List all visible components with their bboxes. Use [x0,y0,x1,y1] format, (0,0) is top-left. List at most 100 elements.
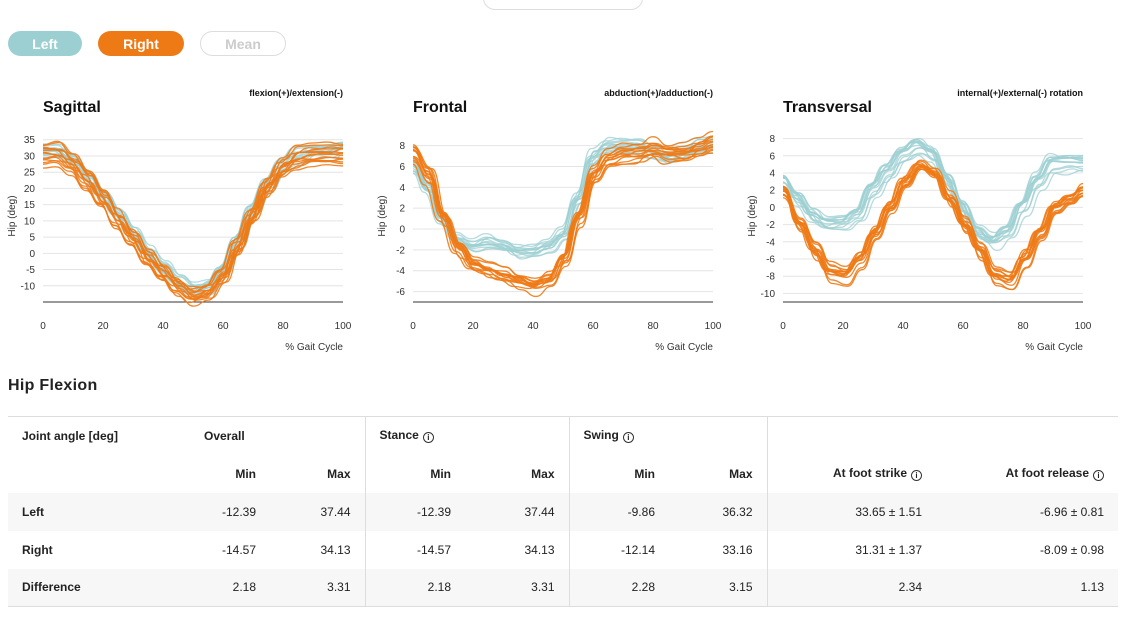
info-icon[interactable]: i [422,432,434,444]
series-line [42,147,344,290]
x-axis-label: % Gait Cycle [285,342,343,353]
series-line [412,152,714,290]
x-axis-label: % Gait Cycle [655,342,713,353]
y-tick-label: -2 [766,220,775,231]
max-header: Max [270,454,366,493]
y-tick-label: -2 [396,245,405,256]
series-line [782,164,1084,286]
series-line [782,153,1084,244]
chart-subtitle: flexion(+)/extension(-) [249,88,343,98]
table-subheader-row: Min Max Min Max Min Max At foot strike i … [8,454,1118,493]
series-line [412,136,714,288]
y-tick-label: 20 [24,184,36,195]
foot-release-header: At foot release i [936,455,1118,493]
cell: 34.13 [465,530,570,569]
stance-header: Stance i [365,416,465,455]
table-header-row: Joint angle [deg] Overall Stance i Swing i [8,416,1118,455]
section-title: Hip Flexion [8,377,98,394]
series-line [42,147,344,283]
x-tick-label: 0 [40,321,46,332]
row-label: Right [22,542,53,557]
y-axis-label: Hip (deg) [747,195,758,236]
y-tick-label: -10 [761,289,776,300]
chart-svg: Transversal internal(+)/external(-) rotat… [747,88,1092,353]
series-line [412,150,714,254]
y-tick-label: 8 [399,141,405,152]
cell: -12.39 [365,492,465,531]
y-tick-label: 25 [24,168,36,179]
series-line [42,149,344,292]
chart-title: Sagittal [43,99,101,116]
series-line [782,137,1084,238]
cell: 1.13 [936,568,1118,607]
x-tick-label: 80 [277,321,289,332]
y-tick-label: 0 [769,203,775,214]
chart-subtitle: internal(+)/external(-) rotation [957,88,1083,98]
y-tick-label: 5 [29,233,35,244]
info-icon[interactable]: i [911,470,922,481]
x-tick-label: 0 [780,321,786,332]
toggle-mean[interactable]: Mean [200,31,286,56]
x-tick-label: 60 [217,321,229,332]
y-tick-label: -8 [766,272,775,283]
cell: -14.57 [221,542,256,557]
min-header: Min [430,466,451,481]
chart-title: Frontal [413,99,467,116]
cell: 2.18 [365,568,465,607]
x-tick-label: 100 [335,321,352,332]
x-tick-label: 80 [1017,321,1029,332]
series-line [782,165,1084,277]
toggle-left[interactable]: Left [8,31,82,56]
toggle-right[interactable]: Right [98,31,184,56]
cell: 2.28 [569,568,669,607]
y-tick-label: -6 [396,287,405,298]
chart-subtitle: abduction(+)/adduction(-) [604,88,713,98]
series-line [782,159,1084,278]
chart-svg: Frontalabduction(+)/adduction(-)86420-2-… [377,88,722,353]
cell: 2.34 [767,568,936,607]
min-header: Min [235,466,256,481]
y-tick-label: 4 [769,169,775,180]
y-tick-label: 6 [769,151,775,162]
cell: 2.18 [190,568,270,607]
y-tick-label: -10 [21,281,36,292]
series-line [412,149,714,298]
x-tick-label: 80 [647,321,659,332]
info-icon[interactable]: i [1093,470,1104,481]
series-line [42,147,344,288]
y-tick-label: 8 [769,134,775,145]
x-tick-label: 100 [1075,321,1092,332]
row-label: Left [8,492,190,531]
y-tick-label: 0 [29,249,35,260]
min-header: Min [634,466,655,481]
cell: 37.44 [270,492,366,531]
max-header: Max [465,454,570,493]
y-tick-label: 35 [24,135,36,146]
series-line [782,141,1084,243]
cell: -8.09 ± 0.98 [1040,542,1104,557]
info-icon[interactable]: i [622,432,634,444]
cell: -6.96 ± 0.81 [936,492,1118,531]
x-tick-label: 20 [467,321,479,332]
cell: 34.13 [270,530,366,569]
corner-header: Joint angle [deg] [8,416,190,455]
frontal-chart: Frontal abduction(+)/adduction(-) 8 6 4 2 0 -2-… [370,80,722,360]
row-label: Difference [8,568,190,607]
swing-header: Swing i [569,416,669,455]
series-line [412,147,714,290]
y-axis-label: Hip (deg) [377,195,388,236]
cell: 36.32 [669,492,768,531]
hip-flexion-table: Joint angle [deg] Overall Stance i Swing i… [8,416,1118,607]
y-tick-label: 6 [399,162,405,173]
chart-title: Transversal [783,99,872,116]
y-tick-label: -6 [766,255,775,266]
x-tick-label: 40 [527,321,539,332]
top-selector[interactable] [483,0,643,10]
table-row: Left -12.39 37.44 -12.39 37.44 -9.86 36.… [8,492,1118,531]
cell: 37.44 [465,492,570,531]
series-line [782,165,1084,280]
chart-svg: Sagittal flexion(+)/extension(-) 35 30 25 20 1… [7,88,352,353]
x-tick-label: 20 [97,321,109,332]
cell: -9.86 [569,492,669,531]
overall-header: Overall [190,416,270,455]
